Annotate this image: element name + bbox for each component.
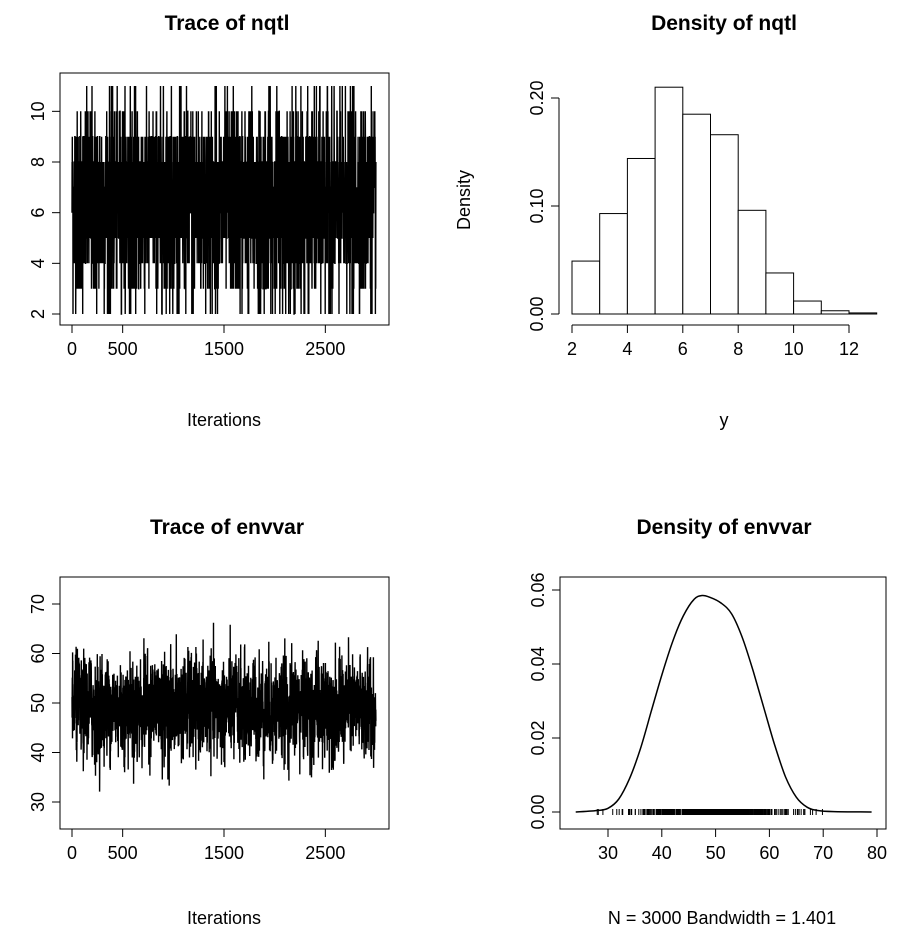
x-tick-label: 1500	[204, 843, 244, 863]
x-tick-label: 0	[67, 339, 77, 359]
x-tick-label: 70	[813, 843, 833, 863]
trace-line-group	[71, 622, 377, 792]
x-tick-label: 500	[108, 339, 138, 359]
y-tick-label: 8	[28, 157, 48, 167]
y-tick-label: 0.04	[528, 646, 548, 681]
histogram-bar	[820, 310, 850, 315]
y-tick-label: 30	[28, 792, 48, 812]
axes: 2 4 6 8 10 12 0.00 0.10 0.20	[527, 80, 859, 359]
x-tick-label: 80	[867, 843, 887, 863]
trace-line	[71, 622, 377, 792]
histogram-bar	[848, 312, 878, 315]
x-tick-label: 500	[108, 843, 138, 863]
plot-frame	[559, 576, 887, 830]
x-tick-label: 40	[652, 843, 672, 863]
chart-title: Density of nqtl	[651, 12, 797, 35]
histogram-bar	[599, 213, 628, 315]
y-tick-label: 40	[28, 742, 48, 762]
y-tick-label: 0.10	[527, 188, 547, 223]
chart-title: Trace of envvar	[150, 516, 304, 539]
rug-marks	[596, 809, 823, 815]
panel-density-nqtl: Density of nqtl 2 4 6 8 10 12 0.00 0.10 0.20 y D…	[454, 12, 878, 430]
x-tick-label: 12	[839, 339, 859, 359]
y-tick-label: 0.00	[527, 296, 547, 331]
y-tick-label: 0.00	[528, 794, 548, 829]
x-tick-label: 2	[567, 339, 577, 359]
histogram-bar	[765, 272, 795, 315]
panel-density-envvar: Density of envvar 30 40 50 60 70 80 0.00 0.02 0.…	[528, 516, 887, 928]
panel-trace-envvar: Trace of envvar 0 500 1500 2500 30 40 50 60 70 I…	[28, 516, 390, 928]
x-tick-label: 6	[678, 339, 688, 359]
x-axis-label: y	[720, 410, 729, 430]
y-tick-label: 70	[28, 594, 48, 614]
y-tick-label: 6	[28, 208, 48, 218]
y-tick-label: 60	[28, 643, 48, 663]
y-tick-label: 50	[28, 693, 48, 713]
histogram-bar	[626, 157, 656, 315]
y-axis-label: Density	[454, 170, 474, 230]
histogram-bar	[710, 134, 739, 315]
y-tick-label: 4	[28, 258, 48, 268]
panel-trace-nqtl: Trace of nqtl 0 500 1500 2500 2 4 6 8 10 Iterati…	[28, 12, 390, 430]
x-tick-label: 1500	[204, 339, 244, 359]
x-tick-label: 2500	[305, 339, 345, 359]
y-tick-label: 0.02	[528, 720, 548, 755]
y-tick-label: 2	[28, 309, 48, 319]
chart-title: Density of envvar	[636, 516, 811, 539]
x-tick-label: 50	[706, 843, 726, 863]
x-tick-label: 30	[598, 843, 618, 863]
x-tick-label: 4	[622, 339, 632, 359]
histogram-bar	[571, 260, 601, 315]
x-tick-label: 60	[759, 843, 779, 863]
y-tick-label: 0.20	[527, 80, 547, 115]
histogram-bar	[654, 86, 684, 315]
histogram-bar	[737, 209, 767, 315]
histogram-bar	[682, 113, 711, 315]
y-tick-label: 10	[28, 101, 48, 121]
trace-line-group	[71, 85, 377, 315]
chart-title: Trace of nqtl	[165, 12, 290, 35]
y-tick-label: 0.06	[528, 572, 548, 607]
histogram-bar	[793, 300, 822, 315]
x-tick-label: 10	[784, 339, 804, 359]
x-tick-label: 2500	[305, 843, 345, 863]
density-curve	[575, 594, 872, 813]
axes: 0 500 1500 2500 30 40 50 60 70	[28, 594, 376, 863]
x-axis-label: N = 3000 Bandwidth = 1.401	[608, 908, 836, 928]
density-curve-group	[575, 594, 872, 815]
x-tick-label: 8	[733, 339, 743, 359]
histogram-bars	[571, 86, 878, 315]
axes: 30 40 50 60 70 80 0.00 0.02 0.04 0.06	[528, 572, 887, 863]
trace-line	[71, 85, 377, 315]
x-axis-label: Iterations	[187, 410, 261, 430]
x-axis-label: Iterations	[187, 908, 261, 928]
x-tick-label: 0	[67, 843, 77, 863]
axes: 0 500 1500 2500 2 4 6 8 10	[28, 101, 376, 359]
